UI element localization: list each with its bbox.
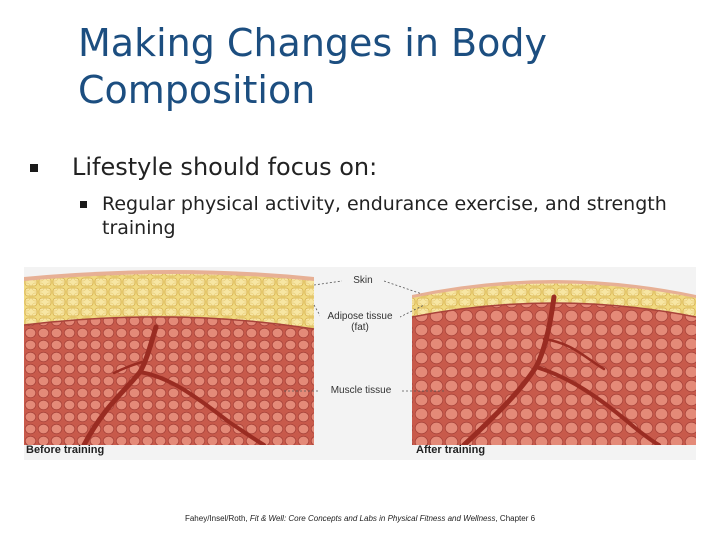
after-training-label: After training [416, 444, 486, 456]
citation-authors: Fahey/Insel/Roth, [184, 514, 250, 523]
bullet-text: Lifestyle should focus on: [72, 153, 378, 181]
callout-adipose-line2: (fat) [351, 322, 369, 333]
blood-vessel [461, 294, 661, 448]
callout-adipose-tissue: Adipose tissue (fat) [320, 311, 400, 333]
tissue-cross-section [24, 267, 696, 460]
callout-skin: Skin [342, 275, 384, 286]
slide-title: Making Changes in Body Composition [78, 21, 547, 112]
bullet-text: Regular physical activity, endurance exe… [102, 193, 667, 239]
before-training-label: Before training [26, 444, 105, 456]
citation-book-title: Fit & Well: Core Concepts and Labs in Ph… [249, 514, 496, 523]
callout-muscle-tissue: Muscle tissue [320, 385, 402, 396]
body-composition-illustration: Skin Adipose tissue (fat) Muscle tissue [24, 267, 696, 460]
callout-muscle-text: Muscle tissue [330, 385, 392, 396]
callout-adipose-line1: Adipose tissue [327, 311, 393, 322]
before-training-panel [24, 267, 315, 460]
after-training-panel [411, 267, 696, 460]
source-citation: Fahey/Insel/Roth, Fit & Well: Core Conce… [0, 514, 720, 523]
callout-skin-text: Skin [353, 275, 373, 286]
citation-chapter: , Chapter 6 [495, 514, 536, 523]
square-bullet-icon [30, 164, 38, 172]
square-bullet-icon [80, 201, 87, 208]
blood-vessel [81, 324, 266, 448]
